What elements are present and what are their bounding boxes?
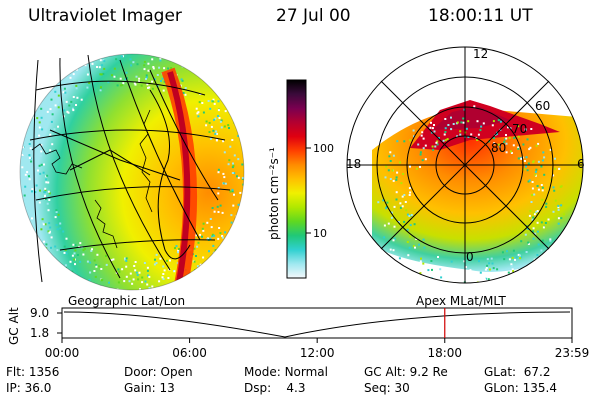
observation-time: 18:00:11 UT: [428, 6, 533, 26]
seq-value: 30: [394, 381, 410, 395]
lat-label-80: 80: [491, 141, 506, 155]
gain-label: Gain:: [124, 381, 156, 395]
colorbar-tick-10: 10: [313, 227, 327, 240]
glat-label: GLat:: [484, 365, 517, 379]
glat-info: GLat: 67.2: [484, 365, 550, 379]
door-info: Door: Open: [124, 365, 193, 379]
earth-disk-outline: [19, 53, 245, 291]
door-label: Door:: [124, 365, 157, 379]
time-tick-label: 06:00: [172, 346, 207, 360]
altitude-curve: [63, 311, 571, 338]
mode-label: Mode:: [244, 365, 281, 379]
colorbar-tick-100: 100: [313, 142, 334, 155]
dsp-label: Dsp:: [244, 381, 272, 395]
mlt-label-0: 0: [466, 250, 474, 264]
seq-label: Seq:: [364, 381, 391, 395]
time-tick-label: 23:59: [555, 346, 590, 360]
ip-label: IP:: [6, 381, 21, 395]
altitude-plot-frame: [61, 307, 573, 339]
dsp-info: Dsp: 4.3: [244, 381, 306, 395]
alt-axis-label: GC Alt: [7, 307, 21, 345]
observation-date: 27 Jul 00: [276, 6, 351, 26]
mlt-label-18: 18: [346, 157, 361, 171]
lat-label-70: 70: [512, 122, 527, 136]
gcalt-info: GC Alt: 9.2 Re: [364, 365, 448, 379]
alt-tick-1-8: 1.8: [30, 326, 49, 340]
lat-label-60: 60: [535, 99, 550, 113]
flt-label: Flt:: [6, 365, 25, 379]
coastline: [31, 109, 153, 249]
geographic-grid: [29, 54, 231, 283]
flt-info: Flt: 1356: [6, 365, 59, 379]
left-panel-label: Geographic Lat/Lon: [68, 294, 185, 308]
ip-value: 36.0: [24, 381, 52, 395]
colorbar: [286, 79, 307, 279]
gcalt-value: 9.2 Re: [409, 365, 448, 379]
ip-info: IP: 36.0: [6, 381, 51, 395]
mlt-label-12: 12: [473, 47, 488, 61]
seq-info: Seq: 30: [364, 381, 410, 395]
gain-info: Gain: 13: [124, 381, 175, 395]
altitude-plot: 9.0 1.8 GC Alt 00:00 06:00 12:00 18:00 23:59: [7, 306, 589, 360]
gain-value: 13: [159, 381, 175, 395]
alt-tick-9: 9.0: [30, 306, 49, 320]
time-tick-label: 00:00: [45, 346, 80, 360]
polar-grid: [346, 46, 584, 284]
mode-info: Mode: Normal: [244, 365, 328, 379]
glon-label: GLon:: [484, 381, 519, 395]
time-tick-label: 18:00: [427, 346, 462, 360]
mode-value: Normal: [284, 365, 328, 379]
dsp-value: 4.3: [286, 381, 306, 395]
glon-value: 135.4: [522, 381, 557, 395]
instrument-title: Ultraviolet Imager: [28, 6, 182, 26]
time-tick-label: 12:00: [300, 346, 335, 360]
gcalt-label: GC Alt:: [364, 365, 406, 379]
door-value: Open: [160, 365, 193, 379]
mlt-label-6: 6: [577, 157, 585, 171]
glat-value: 67.2: [523, 365, 551, 379]
right-panel-label: Apex MLat/MLT: [416, 294, 506, 308]
glon-info: GLon: 135.4: [484, 381, 557, 395]
flt-value: 1356: [28, 365, 60, 379]
colorbar-label: photon cm⁻²s⁻¹: [267, 147, 281, 240]
